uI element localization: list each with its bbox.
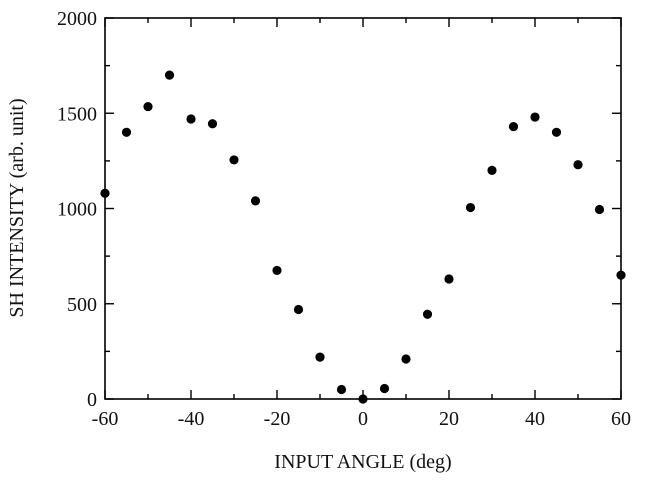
data-point: [207, 119, 218, 129]
data-point: [358, 394, 368, 404]
ticks-layer: [104, 17, 622, 400]
x-tick-label: -40: [178, 408, 205, 430]
data-point: [272, 265, 282, 276]
data-point: [143, 101, 153, 112]
data-point: [336, 384, 347, 395]
x-tick-label: -20: [264, 408, 291, 430]
data-point: [487, 165, 497, 175]
data-point: [229, 155, 239, 165]
data-point: [186, 114, 196, 124]
x-axis-label: INPUT ANGLE (deg): [274, 451, 451, 473]
y-tick-label: 1500: [57, 103, 97, 125]
y-axis-label: SH INTENSITY (arb. unit): [6, 98, 28, 317]
data-point: [551, 127, 562, 137]
data-point: [250, 196, 261, 206]
y-tick-label: 2000: [57, 8, 97, 30]
data-point: [422, 309, 433, 319]
data-point: [100, 188, 110, 198]
data-point: [121, 127, 132, 137]
data-point: [508, 121, 519, 132]
x-tick-label: 40: [525, 408, 545, 430]
y-tick-label: 500: [67, 294, 97, 316]
data-point: [530, 112, 540, 122]
data-point: [444, 274, 454, 284]
y-tick-label: 1000: [57, 199, 97, 221]
data-point: [465, 202, 476, 213]
tick-labels-layer: -60 -40 -20 0 20 40 60 0 500 1000 1500 2000: [57, 8, 631, 430]
data-point: [594, 204, 605, 215]
data-point: [616, 270, 626, 280]
data-points: [100, 70, 626, 404]
data-point: [379, 383, 390, 394]
x-tick-label: -60: [92, 408, 119, 430]
data-point: [293, 304, 304, 315]
x-tick-label: 20: [439, 408, 459, 430]
x-tick-label: 60: [611, 408, 631, 430]
data-point: [573, 160, 583, 170]
data-point: [401, 354, 411, 364]
data-point: [315, 352, 325, 362]
x-tick-label: 0: [358, 408, 368, 430]
y-tick-label: 0: [87, 389, 97, 411]
plot-frame: [104, 17, 622, 400]
data-point: [164, 70, 175, 80]
